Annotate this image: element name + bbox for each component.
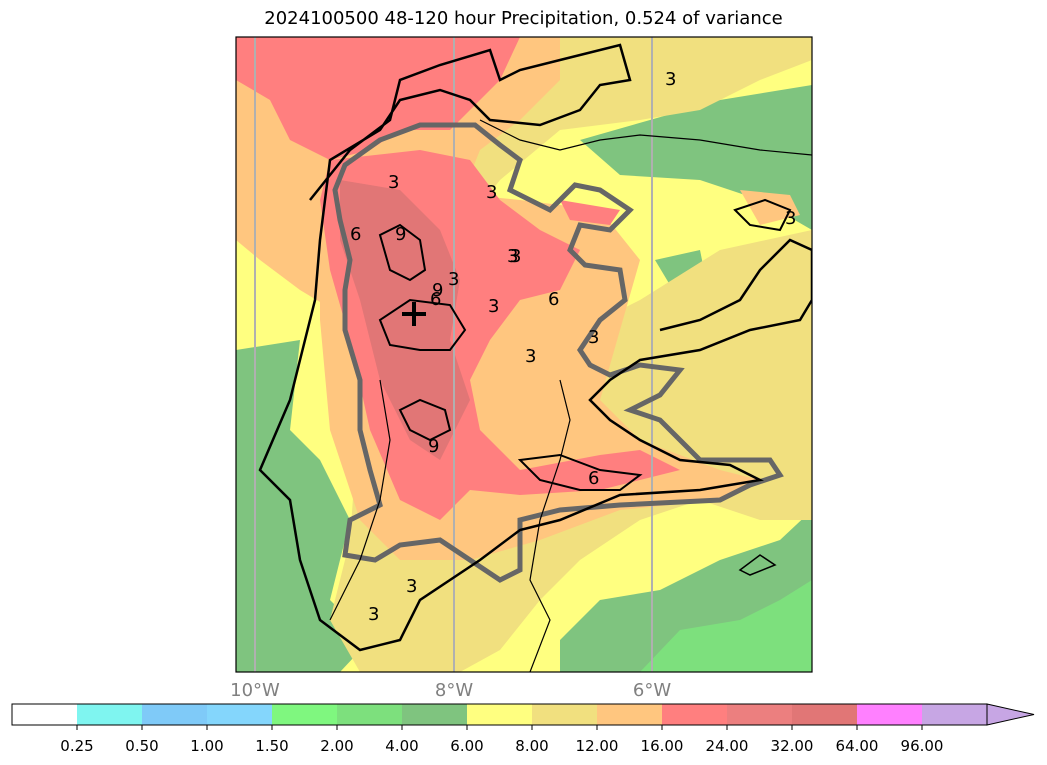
- coastline-west: [329, 379, 391, 621]
- colorbar-extend-arrow: [986, 703, 1035, 726]
- colorbar-swatch: [662, 704, 728, 725]
- contour-label: 6: [588, 468, 599, 489]
- contour-label: 9: [432, 280, 443, 301]
- colorbar-tick-label: 0.50: [125, 737, 159, 755]
- colorbar-swatch: [12, 704, 78, 725]
- colorbar-tick-label: 0.25: [60, 737, 94, 755]
- map-fill-layer: 3 3 3 3 3 3 3 3 3 6 6 6 6 9 9 9 3 3 3: [236, 37, 812, 672]
- colorbar-tick-label: 32.00: [770, 737, 814, 755]
- contour-label: 3: [665, 69, 676, 90]
- contour-label: 3: [488, 296, 499, 317]
- colorbar-tick-label: 2.00: [320, 737, 354, 755]
- colorbar-swatch: [532, 704, 598, 725]
- contour-label: 3: [785, 208, 796, 229]
- contour-label: 6: [548, 289, 559, 310]
- colorbar-tick-label: 8.00: [515, 737, 549, 755]
- red-patch-east: [560, 200, 620, 225]
- colorbar-swatch: [727, 704, 793, 725]
- colorbar-swatch: [857, 704, 923, 725]
- colorbar-swatch: [272, 704, 338, 725]
- colorbar-swatch: [922, 704, 988, 725]
- red-region-north: [236, 37, 520, 160]
- contour-label: 3: [388, 172, 399, 193]
- colorbar-tick-label: 96.00: [900, 737, 944, 755]
- contour-label: 3: [588, 327, 599, 348]
- colorbar-swatch: [337, 704, 403, 725]
- border-line: [529, 379, 571, 672]
- colorbar-tick-label: 24.00: [705, 737, 749, 755]
- green-region-west: [236, 340, 370, 672]
- black-contour-nine-north: [378, 223, 427, 282]
- contour-label: 6: [430, 289, 441, 310]
- gray-contour: [332, 122, 784, 583]
- colorbar-swatch: [207, 704, 273, 725]
- colorbar-tick-label: 64.00: [835, 737, 879, 755]
- contour-label: 3: [525, 346, 536, 367]
- colorbar-tick-label: 16.00: [640, 737, 684, 755]
- contour-label: 3: [368, 604, 379, 625]
- black-contour-six-south: [517, 453, 643, 491]
- contour-label: 9: [395, 224, 406, 245]
- black-contour-twelve: [378, 298, 467, 351]
- contour-label: 3: [486, 182, 497, 203]
- contour-labels: 3 3 3 3 3 3 3 3 3 6 6 6 6 9 9 9 3 3 3: [350, 69, 796, 625]
- contour-label: 3: [507, 246, 518, 267]
- contour-label: 3: [406, 576, 417, 597]
- black-contour-three-east: [733, 198, 792, 232]
- colorbar-tick-label: 4.00: [385, 737, 419, 755]
- contour-label: 9: [428, 436, 439, 457]
- colorbar-swatch: [77, 704, 143, 725]
- colorbar-tick-label: 1.00: [190, 737, 224, 755]
- colorbar-outline: [11, 703, 988, 726]
- colorbar-swatch: [792, 704, 858, 725]
- black-contour-nine-south: [398, 398, 452, 442]
- colorbar-swatch: [467, 704, 533, 725]
- contour-label: 6: [350, 224, 361, 245]
- black-contour-main: [258, 43, 812, 652]
- colorbar-swatch: [597, 704, 663, 725]
- coastline-north: [479, 119, 812, 156]
- colorbar-tick-label: 6.00: [450, 737, 484, 755]
- orange-patch-east: [740, 190, 800, 225]
- coastline-southeast: [738, 554, 777, 576]
- colorbar-tick-label: 1.50: [255, 737, 289, 755]
- colorbar-swatch: [142, 704, 208, 725]
- longitude-label-8w: 8°W: [434, 680, 474, 701]
- map-title: 2024100500 48-120 hour Precipitation, 0.…: [264, 8, 783, 29]
- lightgreen-region-southeast: [640, 580, 812, 672]
- plus-marker: [402, 302, 426, 326]
- colorbar-swatch: [402, 704, 468, 725]
- map-frame: [235, 36, 813, 673]
- longitude-label-10w: 10°W: [230, 680, 280, 701]
- contour-label: 3: [448, 269, 459, 290]
- darkred-region-core: [340, 180, 470, 460]
- longitude-label-6w: 6°W: [632, 680, 672, 701]
- colorbar-tick-label: 12.00: [575, 737, 619, 755]
- contour-label: 3: [510, 246, 521, 267]
